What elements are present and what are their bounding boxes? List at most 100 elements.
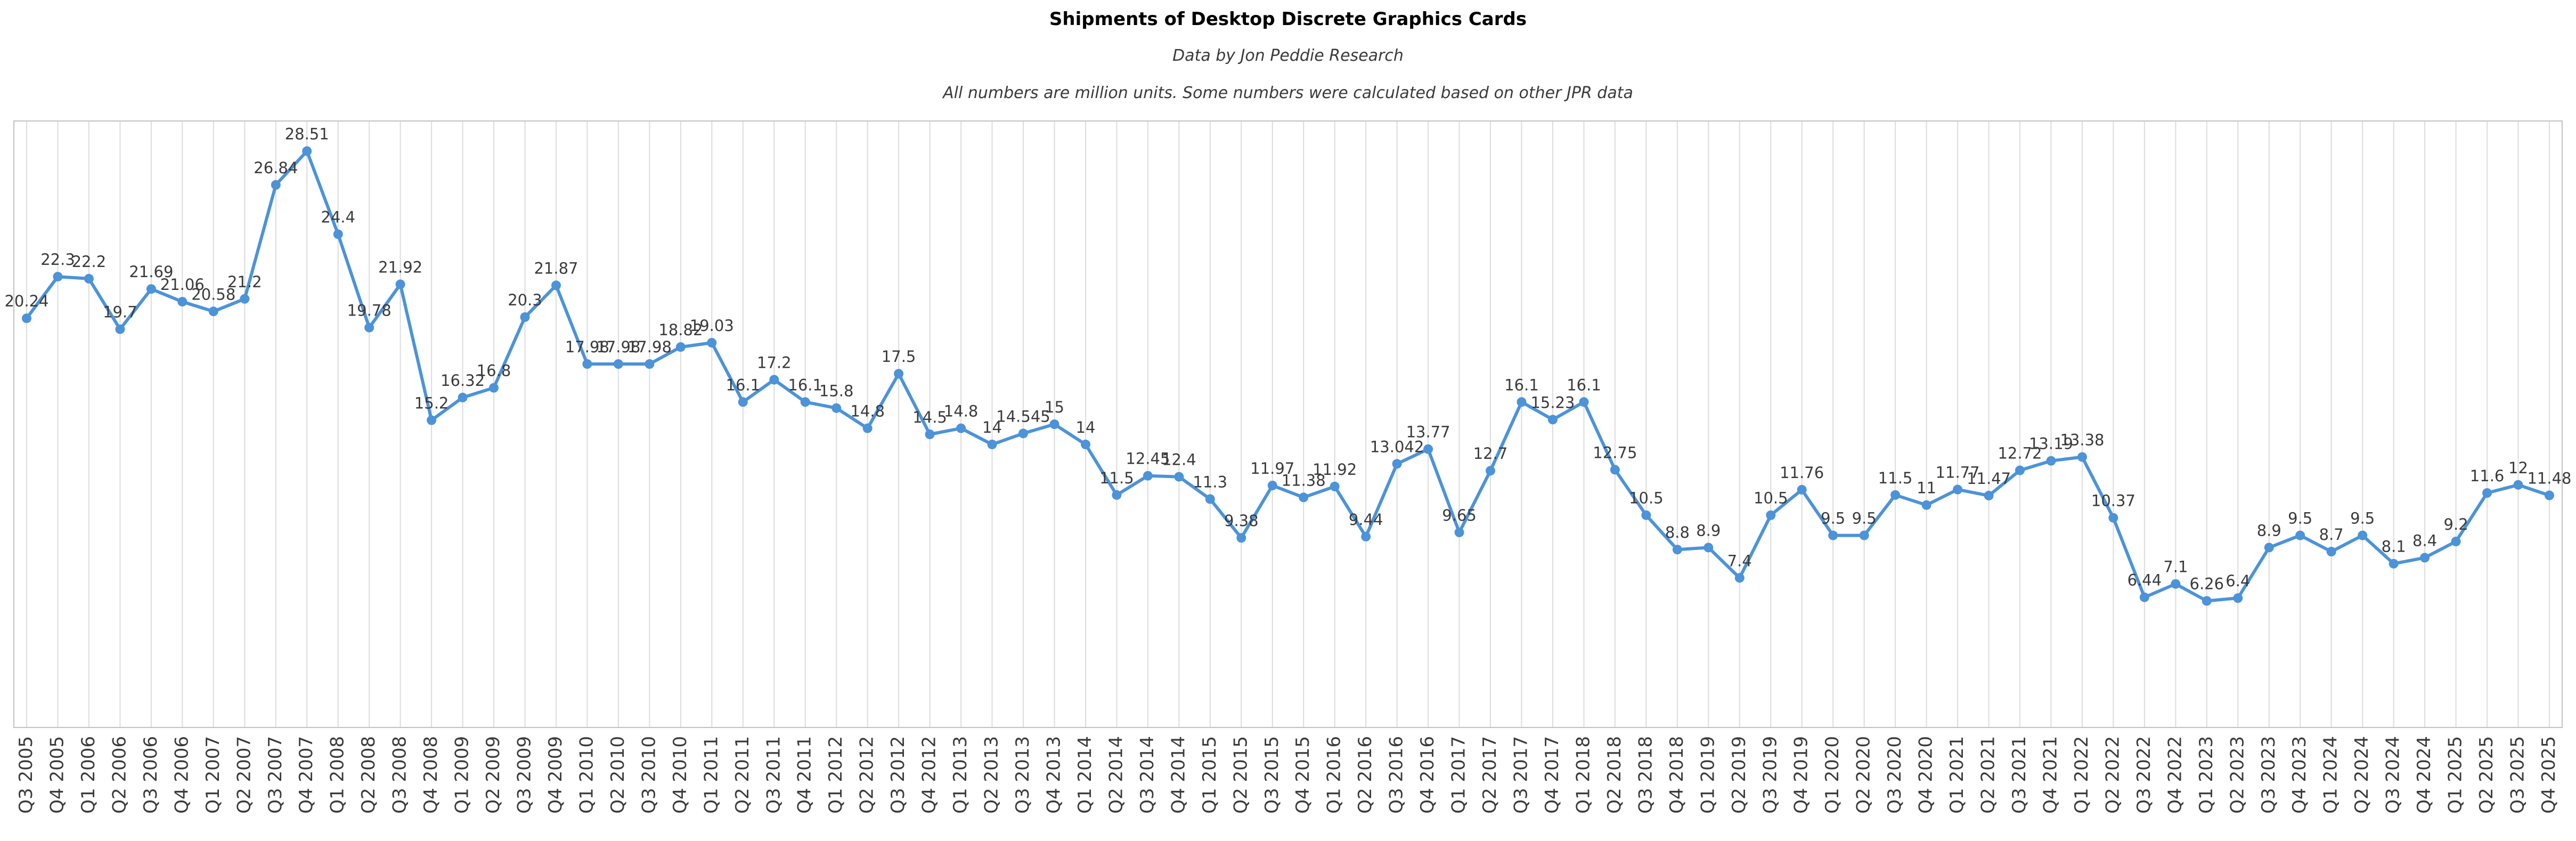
data-point-marker <box>2513 480 2523 490</box>
data-label: 11 <box>1917 479 1936 497</box>
data-label: 16.1 <box>1567 376 1601 394</box>
x-axis-tick-label: Q4 2025 <box>2538 736 2559 814</box>
x-axis-tick-label: Q4 2019 <box>1791 736 1812 814</box>
data-point-marker <box>395 279 405 289</box>
data-label: 8.9 <box>2257 521 2281 539</box>
data-label: 8.9 <box>1696 521 1721 539</box>
data-label: 11.5 <box>1099 469 1134 487</box>
x-axis-tick-label: Q2 2017 <box>1479 736 1501 814</box>
data-label: 11.97 <box>1250 459 1294 478</box>
data-point-marker <box>1486 465 1495 475</box>
data-point-marker <box>1859 530 1869 540</box>
x-axis-tick-label: Q2 2019 <box>1729 736 1750 814</box>
data-label: 20.24 <box>4 292 48 310</box>
x-axis-tick-label: Q4 2007 <box>296 736 317 814</box>
data-point-marker <box>1018 428 1028 439</box>
data-point-marker <box>22 313 31 323</box>
data-label: 11.48 <box>2527 469 2571 487</box>
data-label: 21.69 <box>129 263 173 281</box>
data-label: 11.5 <box>1878 469 1913 487</box>
data-label: 12.72 <box>1998 444 2042 462</box>
data-label: 12.7 <box>1473 444 1508 463</box>
data-label: 19.78 <box>347 301 392 319</box>
data-label: 20.3 <box>508 291 542 309</box>
x-axis-tick-label: Q2 2025 <box>2476 736 2497 814</box>
x-axis-tick-label: Q3 2022 <box>2133 736 2155 814</box>
data-point-marker <box>240 294 250 304</box>
data-label: 16.1 <box>726 376 761 394</box>
x-axis-tick-label: Q3 2024 <box>2383 736 2404 814</box>
data-point-marker <box>582 359 592 369</box>
data-point-marker <box>613 359 623 369</box>
data-point-marker <box>1703 543 1714 553</box>
x-axis-tick-label: Q4 2010 <box>670 736 691 814</box>
data-label: 6.44 <box>2127 571 2162 589</box>
data-point-marker <box>2015 465 2025 475</box>
x-axis-tick-label: Q3 2013 <box>1012 736 1033 814</box>
x-axis-tick-label: Q2 2008 <box>358 736 379 814</box>
data-label: 18.82 <box>658 321 703 339</box>
data-point-marker <box>302 146 312 156</box>
data-point-marker <box>2202 596 2212 606</box>
data-point-marker <box>1890 490 1901 500</box>
data-point-marker <box>177 296 188 306</box>
x-axis-tick-label: Q1 2019 <box>1697 736 1718 814</box>
x-axis-tick-label: Q1 2018 <box>1573 736 1594 814</box>
x-axis-tick-label: Q1 2017 <box>1448 736 1470 814</box>
data-point-marker <box>800 397 810 407</box>
data-point-marker <box>1517 397 1527 407</box>
x-axis-tick-label: Q3 2018 <box>1635 736 1656 814</box>
x-axis-tick-label: Q1 2020 <box>1822 736 1843 814</box>
data-point-marker <box>645 359 655 369</box>
x-axis-tick-label: Q3 2005 <box>15 736 37 814</box>
data-point-marker <box>1423 444 1433 454</box>
data-label: 17.98 <box>596 338 640 356</box>
data-label: 11.38 <box>1282 471 1326 489</box>
data-point-marker <box>738 397 748 407</box>
x-axis-tick-label: Q4 2023 <box>2289 736 2310 814</box>
x-axis-tick-label: Q1 2016 <box>1324 736 1345 814</box>
x-axis-tick-label: Q4 2015 <box>1292 736 1314 814</box>
x-axis-tick-label: Q4 2005 <box>47 736 68 814</box>
x-axis-tick-label: Q1 2007 <box>202 736 224 814</box>
x-axis-tick-label: Q1 2008 <box>327 736 348 814</box>
data-point-marker <box>53 271 63 281</box>
data-point-marker <box>1361 531 1371 541</box>
x-axis-tick-label: Q3 2012 <box>887 736 909 814</box>
data-label: 10.5 <box>1754 489 1788 507</box>
x-axis-tick-label: Q1 2014 <box>1074 736 1096 814</box>
x-axis-tick-label: Q2 2010 <box>607 736 629 814</box>
data-point-marker <box>1579 397 1589 407</box>
data-point-marker <box>894 368 904 378</box>
x-axis-tick-label: Q2 2013 <box>981 736 1002 814</box>
x-axis-tick-label: Q2 2012 <box>857 736 878 814</box>
data-label: 9.5 <box>2288 509 2312 527</box>
x-axis-tick-label: Q2 2014 <box>1105 736 1127 814</box>
data-label: 13.042 <box>1370 438 1424 456</box>
data-point-marker <box>2451 536 2461 546</box>
data-point-marker <box>1641 510 1651 520</box>
data-point-marker <box>1299 492 1309 503</box>
data-point-marker <box>2264 543 2274 553</box>
data-label: 9.38 <box>1224 512 1259 530</box>
line-chart: 20.24 22.3 22.2 19.7 21.69 21.06 20.58 21.2 26.8… <box>0 117 2576 838</box>
x-axis-tick-label: Q4 2021 <box>2040 736 2061 814</box>
data-point-marker <box>1610 465 1620 475</box>
x-axis-tick-label: Q1 2012 <box>825 736 846 814</box>
data-label: 13.77 <box>1406 423 1450 441</box>
data-label: 13.19 <box>2029 434 2073 452</box>
x-axis-tick-label: Q3 2015 <box>1261 736 1283 814</box>
x-axis-tick-label: Q4 2009 <box>545 736 566 814</box>
x-axis-tick-label: Q2 2015 <box>1230 736 1251 814</box>
data-point-marker <box>2482 488 2492 498</box>
data-point-marker <box>956 423 966 433</box>
x-axis-tick-label: Q3 2007 <box>265 736 286 814</box>
data-point-marker <box>1112 490 1122 500</box>
data-label: 19.7 <box>103 303 137 321</box>
data-point-marker <box>2233 593 2243 603</box>
data-label: 8.7 <box>2319 525 2344 544</box>
data-point-marker <box>1921 500 1931 510</box>
data-point-marker <box>707 337 717 347</box>
data-point-marker <box>208 306 218 317</box>
